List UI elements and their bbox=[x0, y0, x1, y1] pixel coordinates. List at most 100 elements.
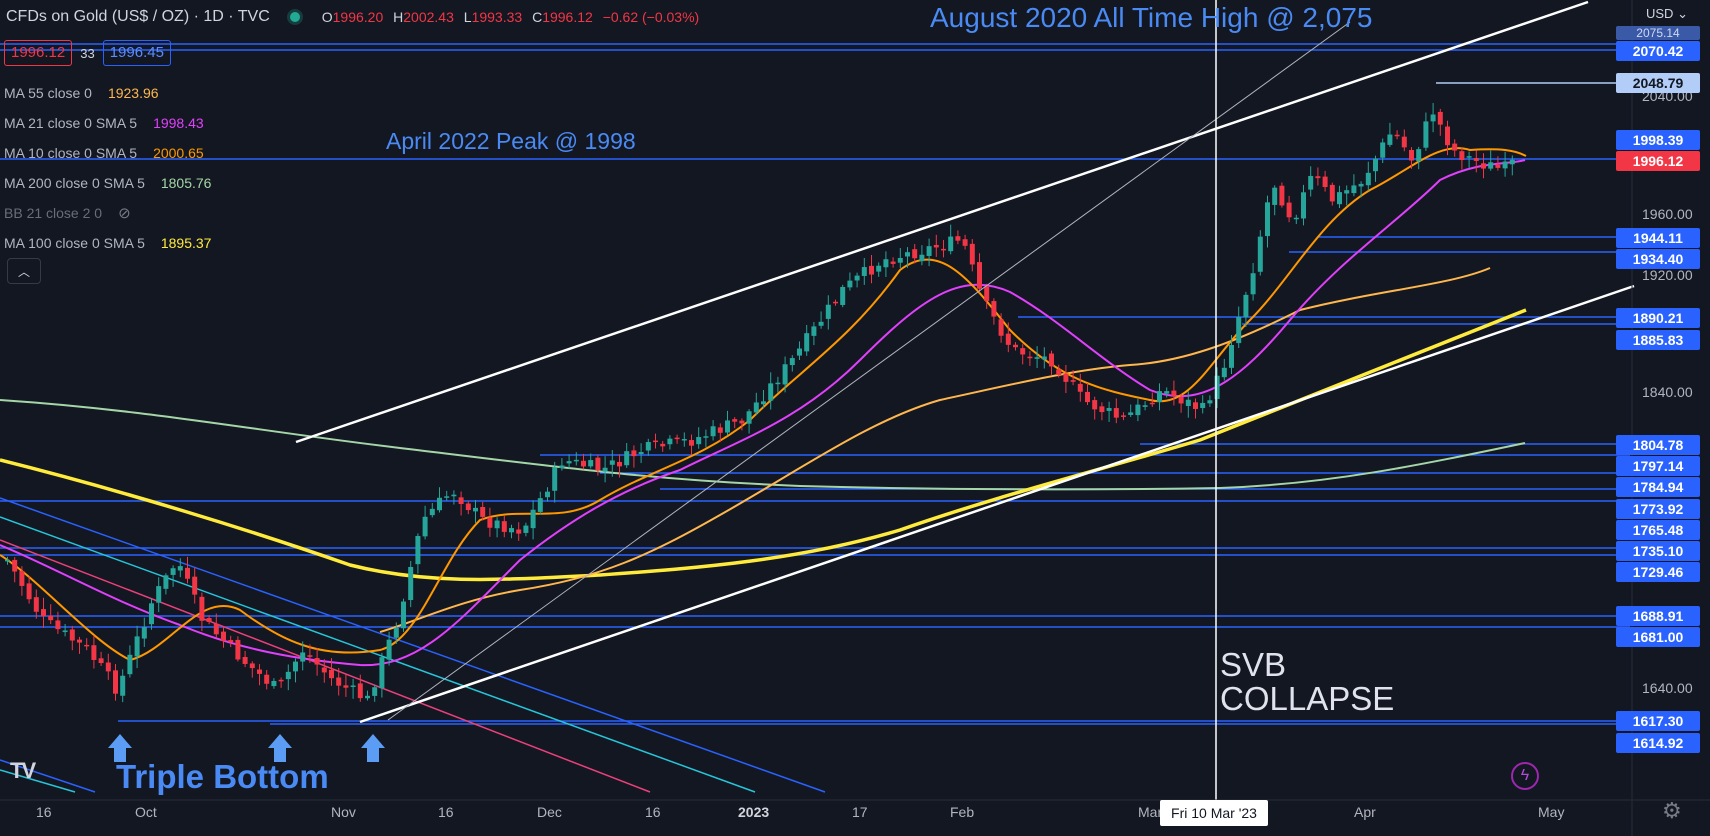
price-label[interactable]: 1729.46 bbox=[1616, 562, 1700, 582]
candle-body bbox=[1315, 176, 1321, 179]
price-label[interactable]: 1688.91 bbox=[1616, 606, 1700, 626]
indicator-row[interactable]: MA 100 close 0 SMA 5 1895.37 bbox=[4, 228, 211, 258]
price-label[interactable]: 1797.14 bbox=[1616, 456, 1700, 476]
candle-body bbox=[789, 358, 795, 366]
candle-body bbox=[537, 498, 543, 512]
candle-body bbox=[876, 265, 882, 272]
candle-body bbox=[55, 620, 61, 630]
price-label[interactable]: 1998.39 bbox=[1616, 130, 1700, 150]
candle-body bbox=[1020, 348, 1026, 355]
candle-body bbox=[1358, 183, 1364, 187]
candle-body bbox=[1193, 402, 1198, 409]
candle-body bbox=[264, 674, 270, 684]
candle-body bbox=[386, 639, 392, 660]
triple-bottom-annotation[interactable]: Triple Bottom bbox=[116, 758, 329, 795]
candle-body bbox=[221, 631, 226, 641]
ath-annotation[interactable]: August 2020 All Time High @ 2,075 bbox=[930, 2, 1373, 33]
price-label[interactable]: 1765.48 bbox=[1616, 520, 1700, 540]
svb-annotation-line1[interactable]: SVB bbox=[1220, 646, 1287, 683]
candle-body bbox=[1459, 151, 1465, 161]
candle-body bbox=[897, 257, 903, 263]
candle-body bbox=[422, 516, 428, 537]
candle-body bbox=[1171, 390, 1177, 396]
candle-body bbox=[365, 695, 370, 699]
price-label[interactable]: 1890.21 bbox=[1616, 308, 1700, 328]
price-label[interactable]: 2070.42 bbox=[1616, 41, 1700, 61]
candle-body bbox=[653, 440, 658, 443]
candle-body bbox=[379, 657, 385, 689]
candle-body bbox=[1106, 407, 1112, 411]
y-tick: 1840.00 bbox=[1642, 384, 1693, 400]
indicator-row[interactable]: BB 21 close 2 0 ⊘ bbox=[4, 198, 211, 228]
candle-body bbox=[523, 525, 529, 533]
lightning-bolt-icon[interactable]: ϟ bbox=[1511, 762, 1539, 790]
candle-body bbox=[509, 528, 514, 533]
candle-body bbox=[1121, 415, 1126, 417]
candle-body bbox=[12, 559, 18, 572]
candle-body bbox=[926, 246, 932, 256]
candle-body bbox=[883, 259, 889, 268]
price-label[interactable]: 1944.11 bbox=[1616, 228, 1700, 248]
ma100-line bbox=[0, 308, 1527, 582]
x-tick: Apr bbox=[1354, 804, 1376, 820]
candle-body bbox=[833, 301, 838, 304]
indicator-row[interactable]: MA 21 close 0 SMA 5 1998.43 bbox=[4, 108, 211, 138]
candle-body bbox=[1423, 121, 1429, 148]
svb-annotation-line2[interactable]: COLLAPSE bbox=[1220, 680, 1395, 717]
ohlc-low-key: L bbox=[463, 9, 472, 25]
ohlc-close-key: C bbox=[532, 9, 543, 25]
price-label[interactable]: 1614.92 bbox=[1616, 733, 1700, 753]
x-tick: Mar bbox=[1138, 804, 1163, 820]
candle-body bbox=[890, 261, 896, 264]
market-open-status-icon bbox=[289, 12, 300, 22]
candle-body bbox=[1077, 383, 1083, 392]
price-label[interactable]: 1681.00 bbox=[1616, 627, 1700, 647]
candle-body bbox=[861, 267, 867, 276]
tradingview-logo-icon[interactable]: TV bbox=[10, 758, 36, 783]
candle-body bbox=[869, 265, 874, 275]
buy-price-button[interactable]: 1996.45 bbox=[102, 40, 171, 66]
candle-body bbox=[271, 680, 277, 687]
price-label[interactable]: 1773.92 bbox=[1616, 499, 1700, 519]
symbol-title[interactable]: CFDs on Gold (US$ / OZ) · 1D · TVC bbox=[6, 8, 270, 25]
price-label[interactable]: 1617.30 bbox=[1616, 711, 1700, 731]
candle-body bbox=[213, 623, 219, 635]
gear-icon[interactable]: ⚙ bbox=[1662, 798, 1682, 823]
candle-body bbox=[1005, 333, 1011, 345]
candle-body bbox=[1164, 391, 1170, 394]
indicator-row[interactable]: MA 200 close 0 SMA 5 1805.76 bbox=[4, 168, 211, 198]
indicator-row[interactable]: MA 55 close 0 1923.96 bbox=[4, 78, 211, 108]
price-label[interactable]: 1804.78 bbox=[1616, 435, 1700, 455]
x-tick: Oct bbox=[135, 804, 157, 820]
candle-body bbox=[660, 443, 666, 447]
price-label[interactable]: 2048.79 bbox=[1616, 73, 1700, 93]
candle-body bbox=[1229, 344, 1234, 368]
candlestick-series bbox=[5, 102, 1515, 703]
candle-body bbox=[617, 461, 622, 467]
indicator-row[interactable]: MA 10 close 0 SMA 5 2000.65 bbox=[4, 138, 211, 168]
candle-body bbox=[825, 304, 831, 319]
current-price-label[interactable]: 1996.12 bbox=[1616, 151, 1700, 171]
hidden-eye-icon[interactable]: ⊘ bbox=[118, 205, 131, 222]
candle-body bbox=[1092, 400, 1098, 410]
candle-body bbox=[703, 436, 709, 438]
indicator-value: 1805.76 bbox=[160, 175, 212, 191]
price-label[interactable]: 1934.40 bbox=[1616, 249, 1700, 269]
candle-body bbox=[725, 420, 730, 433]
price-label[interactable]: 1885.83 bbox=[1616, 330, 1700, 350]
legend-collapse-button[interactable]: ︿ bbox=[7, 258, 41, 284]
candle-body bbox=[1157, 391, 1162, 402]
candle-body bbox=[1207, 400, 1213, 404]
price-label[interactable]: 1784.94 bbox=[1616, 477, 1700, 497]
currency-selector[interactable]: USD ⌄ bbox=[1646, 6, 1688, 22]
candle-body bbox=[393, 627, 399, 638]
ohlc-high-value: 2002.43 bbox=[403, 9, 454, 25]
candle-body bbox=[249, 663, 255, 669]
candle-body bbox=[149, 603, 154, 625]
price-label[interactable]: 1735.10 bbox=[1616, 541, 1700, 561]
candle-body bbox=[1301, 192, 1306, 219]
sell-price-button[interactable]: 1996.12 bbox=[4, 40, 73, 66]
candle-body bbox=[1509, 159, 1515, 165]
april-peak-annotation[interactable]: April 2022 Peak @ 1998 bbox=[386, 128, 636, 154]
